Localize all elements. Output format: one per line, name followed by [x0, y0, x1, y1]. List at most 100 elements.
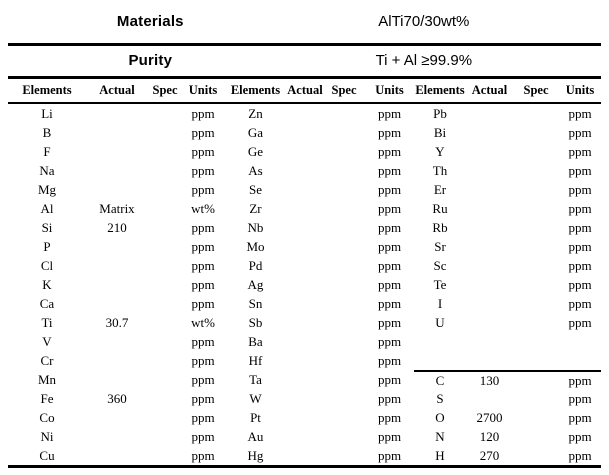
spec-value: [148, 275, 182, 294]
actual-value: [86, 161, 148, 180]
actual-value: [287, 142, 323, 161]
actual-value: Matrix: [99, 201, 135, 216]
spec-value: [513, 313, 559, 332]
spec-value: [513, 104, 559, 123]
units-label: ppm: [568, 182, 592, 197]
actual-value: [86, 180, 148, 199]
spec-value: [148, 370, 182, 389]
units-label: ppm: [568, 125, 592, 140]
element-symbol: Mo: [246, 239, 265, 254]
units-label: ppm: [568, 163, 592, 178]
col-header-elements-2: Elements: [230, 83, 281, 97]
units-label: wt%: [191, 201, 215, 216]
spec-value: [323, 123, 365, 142]
actual-value: [287, 332, 323, 351]
actual-value: [86, 123, 148, 142]
element-symbol: Sr: [434, 239, 446, 254]
units-label: ppm: [568, 106, 592, 121]
element-symbol: Se: [249, 182, 262, 197]
element-symbol: U: [435, 315, 445, 330]
units-label: [559, 351, 601, 370]
actual-value: [287, 237, 323, 256]
spec-value: [513, 142, 559, 161]
units-label: ppm: [377, 315, 402, 330]
units-label: ppm: [377, 353, 402, 368]
spec-value: [323, 389, 365, 408]
spec-value: [148, 256, 182, 275]
spec-value: [323, 199, 365, 218]
units-label: ppm: [377, 106, 402, 121]
spec-value: [323, 408, 365, 427]
spec-value: [513, 275, 559, 294]
element-symbol: As: [248, 163, 263, 178]
element-symbol: Rb: [432, 220, 448, 235]
materials-label: Materials: [116, 13, 184, 30]
units-label: ppm: [568, 239, 592, 254]
actual-value: [86, 275, 148, 294]
purity-label: Purity: [128, 52, 173, 69]
actual-value: [466, 161, 513, 180]
units-label: ppm: [191, 163, 215, 178]
units-label: ppm: [191, 372, 215, 387]
element-symbol: Ge: [247, 144, 264, 159]
element-symbol: Er: [433, 182, 447, 197]
actual-value: [287, 256, 323, 275]
spec-value: [323, 161, 365, 180]
actual-value: 120: [479, 429, 500, 444]
units-label: ppm: [568, 391, 592, 406]
units-label: ppm: [568, 277, 592, 292]
actual-value: [86, 427, 148, 446]
spec-value: [323, 142, 365, 161]
element-symbol: Co: [39, 410, 55, 425]
spec-value: [323, 313, 365, 332]
actual-value: [287, 180, 323, 199]
units-label: ppm: [568, 258, 592, 273]
element-symbol: Y: [435, 144, 445, 159]
spec-value: [148, 389, 182, 408]
spec-value: [513, 389, 559, 408]
actual-value: [86, 294, 148, 313]
element-symbol: O: [435, 410, 445, 425]
actual-value: [287, 104, 323, 123]
spec-value: [513, 180, 559, 199]
actual-value: 2700: [476, 410, 503, 425]
actual-value: [86, 104, 148, 123]
element-symbol: Au: [247, 429, 264, 444]
element-symbol: Cl: [40, 258, 54, 273]
actual-value: 360: [107, 391, 127, 406]
units-label: ppm: [191, 182, 215, 197]
col-header-spec-3: Spec: [523, 83, 549, 97]
spec-value: [148, 123, 182, 142]
spec-value: [513, 256, 559, 275]
spec-value: [513, 446, 559, 465]
element-symbol: Fe: [40, 391, 54, 406]
actual-value: [86, 332, 148, 351]
units-label: ppm: [568, 448, 592, 463]
spec-value: [148, 313, 182, 332]
element-symbol: Ni: [40, 429, 54, 444]
units-label: ppm: [191, 353, 215, 368]
actual-value: [466, 218, 513, 237]
spec-value: [513, 294, 559, 313]
spec-value: [148, 294, 182, 313]
units-label: wt%: [191, 315, 215, 330]
element-symbol: V: [42, 334, 52, 349]
units-label: ppm: [568, 296, 592, 311]
element-symbol: Pd: [248, 258, 263, 273]
actual-value: 270: [479, 448, 500, 463]
units-label: ppm: [568, 315, 592, 330]
col-header-actual-1: Actual: [99, 83, 135, 97]
element-symbol: H: [435, 448, 445, 463]
actual-value: [287, 389, 323, 408]
units-label: ppm: [191, 277, 215, 292]
element-symbol: Li: [41, 106, 53, 121]
spec-value: [513, 237, 559, 256]
units-label: ppm: [377, 391, 402, 406]
actual-value: [466, 389, 513, 408]
spec-value: [513, 199, 559, 218]
actual-value: [86, 370, 148, 389]
units-label: ppm: [191, 410, 215, 425]
element-symbol: Pt: [250, 410, 261, 425]
element-symbol: Hg: [247, 448, 264, 463]
